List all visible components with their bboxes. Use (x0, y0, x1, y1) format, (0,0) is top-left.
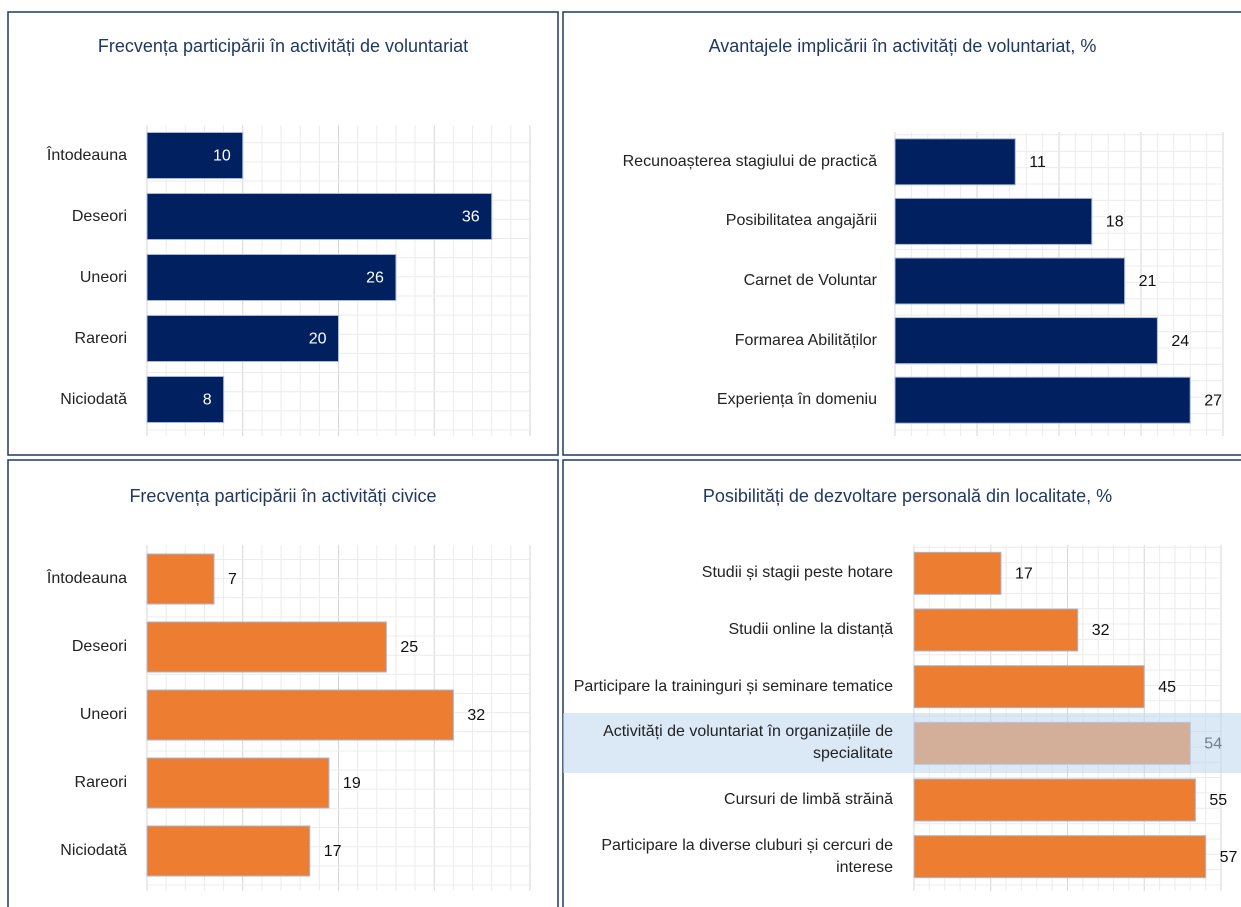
bar (913, 608, 1079, 652)
value-label: 25 (400, 639, 418, 656)
y-tick-label: Deseori (71, 207, 127, 225)
panel-border (7, 11, 559, 456)
bar (146, 825, 311, 877)
y-tick-label: Niciodată (60, 390, 127, 408)
bar (894, 257, 1126, 305)
bar (146, 315, 339, 362)
value-label: 27 (1204, 392, 1222, 409)
chart-title: Frecvența participării în activități civ… (129, 486, 437, 506)
value-label: 7 (228, 571, 237, 588)
panel-border (7, 459, 559, 907)
value-label: 57 (1220, 849, 1238, 866)
value-label: 36 (462, 209, 480, 226)
y-tick-label: Rareori (74, 329, 127, 347)
y-tick-label: Studii online la distanță (728, 620, 893, 638)
value-label: 26 (366, 270, 384, 287)
bar (913, 665, 1145, 709)
bar (146, 193, 493, 240)
bar (913, 551, 1002, 595)
value-label: 17 (324, 843, 342, 860)
bar (913, 778, 1196, 822)
chart-title: Posibilități de dezvoltare personală din… (702, 486, 1113, 506)
chart-title: Frecvența participării în activități de … (97, 36, 469, 56)
bar (146, 553, 215, 605)
bar (146, 689, 454, 741)
y-tick-label: Cursuri de limbă străină (724, 790, 893, 808)
y-tick-label: Posibilitatea angajării (725, 212, 877, 230)
value-label: 19 (343, 775, 361, 792)
value-label: 18 (1106, 214, 1124, 231)
panel-border (562, 459, 1241, 907)
bar (146, 621, 387, 673)
value-label: 55 (1209, 792, 1227, 809)
y-tick-label: Participare la traininguri și seminare t… (573, 677, 893, 695)
y-tick-label: Întodeauna (46, 146, 127, 164)
y-tick-label: Activități de voluntariat în organizații… (603, 723, 893, 763)
bar (913, 835, 1207, 879)
value-label: 24 (1171, 333, 1189, 350)
bar (894, 138, 1016, 186)
y-tick-label: Deseori (71, 638, 127, 655)
hover-highlight (563, 713, 1241, 773)
y-tick-label: Rareori (74, 774, 127, 791)
y-tick-label: Studii și stagii peste hotare (701, 564, 893, 582)
bar (894, 317, 1158, 365)
y-tick-label: Formarea Abilităților (734, 331, 877, 349)
value-label: 11 (1029, 154, 1046, 171)
y-tick-label: Participare la diverse cluburi și cercur… (601, 836, 893, 876)
y-tick-label: Experiența în domeniu (716, 391, 877, 409)
y-tick-label: Recunoașterea stagiului de practică (622, 152, 877, 170)
value-label: 32 (1092, 622, 1110, 639)
chart-title: Avantajele implicării în activități de v… (708, 36, 1097, 56)
y-tick-label: Uneori (79, 268, 127, 286)
y-tick-label: Întodeauna (46, 570, 127, 587)
value-label: 21 (1139, 273, 1157, 290)
value-label: 32 (467, 707, 485, 724)
bar (894, 197, 1093, 245)
panel-border (562, 11, 1241, 456)
bar (146, 757, 330, 809)
value-label: 20 (309, 331, 327, 348)
y-tick-label: Niciodată (60, 842, 127, 859)
bar (146, 376, 225, 423)
value-label: 45 (1158, 679, 1176, 696)
value-label: 10 (213, 148, 231, 165)
value-label: 8 (203, 392, 212, 409)
bar (146, 254, 397, 301)
bar (146, 132, 244, 179)
y-tick-label: Carnet de Voluntar (743, 271, 877, 289)
y-tick-label: Uneori (79, 706, 127, 723)
bar (894, 376, 1191, 424)
value-label: 17 (1015, 566, 1033, 583)
